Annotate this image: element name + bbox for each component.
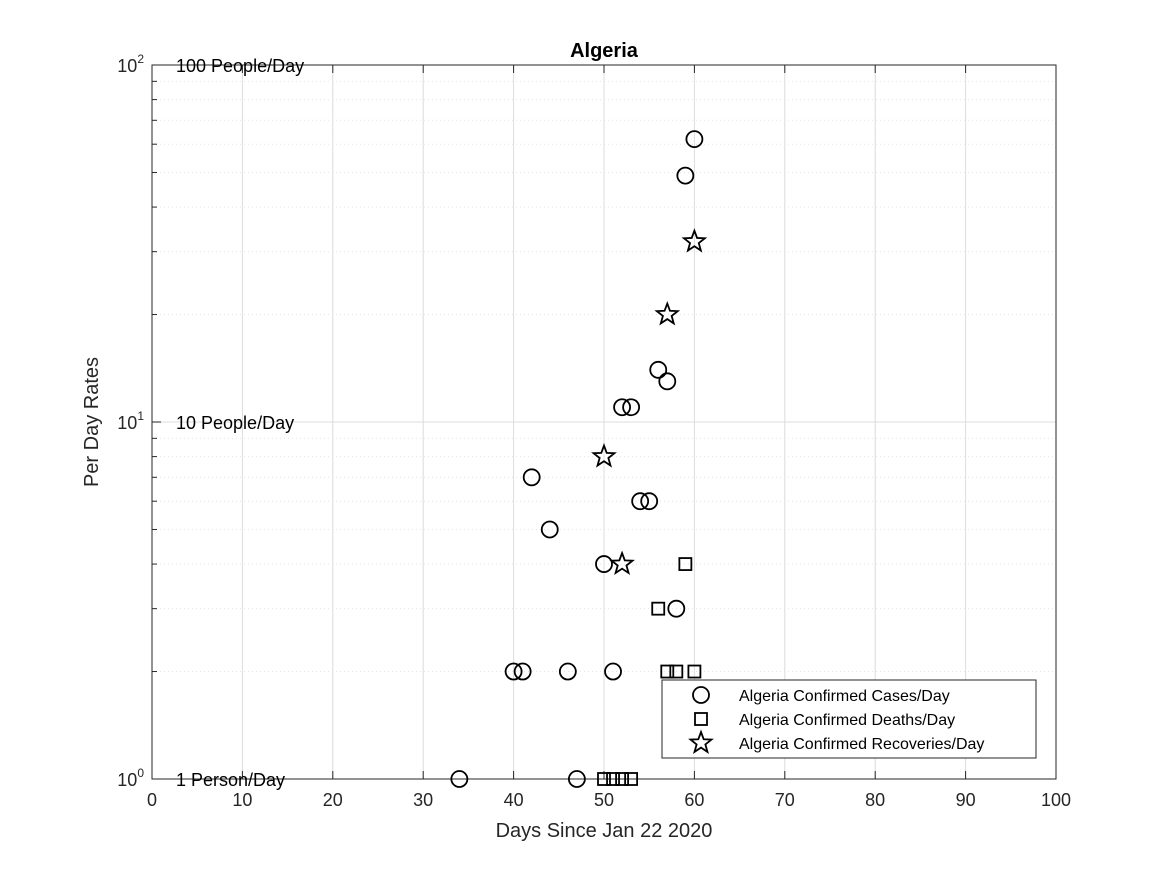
circle-point — [595, 555, 613, 573]
annotation-label: 10 People/Day — [176, 413, 294, 433]
x-axis-label: Days Since Jan 22 2020 — [496, 820, 713, 842]
star-point — [609, 550, 635, 576]
square-point — [615, 772, 629, 786]
x-tick-label: 60 — [684, 790, 704, 810]
x-tick-label: 90 — [956, 790, 976, 810]
circle-point — [640, 492, 659, 511]
x-tick-label: 10 — [232, 790, 252, 810]
x-tick-label: 20 — [323, 790, 343, 810]
circle-point — [604, 662, 622, 681]
x-tick-label: 100 — [1041, 790, 1071, 810]
y-axis-label: Per Day Rates — [81, 357, 103, 487]
x-tick-label: 70 — [775, 790, 795, 810]
ticks: 0 10 20 30 40 50 60 70 80 90 100 100 101 102 — [117, 52, 1071, 810]
x-tick-label: 0 — [147, 790, 157, 810]
square-point — [660, 664, 675, 679]
legend-square-icon — [694, 712, 708, 726]
circle-point — [558, 662, 577, 681]
square-point — [606, 772, 620, 786]
annotation-label: 100 People/Day — [176, 56, 304, 76]
legend-box — [661, 679, 1037, 759]
circle-point — [450, 770, 469, 788]
chart-title: Algeria — [570, 40, 639, 62]
x-tick-label: 40 — [504, 790, 524, 810]
y-tick-label: 101 — [117, 409, 144, 433]
square-point — [687, 664, 702, 679]
annotations: 100 People/Day 10 People/Day 1 Person/Day — [176, 56, 304, 790]
legend-circle-icon — [692, 686, 710, 704]
legend-entry-label: Algeria Confirmed Cases/Day — [739, 688, 950, 705]
circle-point — [685, 130, 704, 149]
x-tick-label: 50 — [594, 790, 614, 810]
markers — [450, 130, 708, 788]
x-tick-label: 80 — [865, 790, 885, 810]
square-point — [669, 664, 684, 679]
circle-point — [667, 599, 686, 618]
circle-point — [649, 360, 668, 379]
circle-point — [613, 398, 631, 417]
circle-point — [631, 492, 650, 511]
circle-point — [522, 468, 541, 487]
y-tick-label: 102 — [117, 52, 144, 76]
square-point — [678, 557, 693, 571]
circle-point — [622, 398, 641, 417]
star-point — [591, 443, 617, 468]
circle-point — [658, 372, 677, 391]
legend-entry-label: Algeria Confirmed Recoveries/Day — [739, 736, 984, 753]
legend-star-icon — [688, 729, 714, 754]
circle-point — [504, 662, 523, 681]
square-point — [651, 601, 666, 616]
y-tick-label: 100 — [117, 766, 144, 790]
annotation-label: 1 Person/Day — [176, 770, 285, 790]
star-point — [654, 300, 681, 326]
circle-point — [540, 520, 559, 539]
x-tick-label: 30 — [413, 790, 433, 810]
legend-entry-label: Algeria Confirmed Deaths/Day — [739, 712, 955, 729]
square-point — [624, 772, 639, 786]
circle-point — [676, 166, 695, 185]
circle-point — [513, 662, 532, 681]
circle-point — [567, 770, 586, 788]
legend: Algeria Confirmed Cases/Day Algeria Confi… — [661, 679, 1037, 759]
square-point — [597, 772, 611, 786]
star-point — [681, 228, 708, 253]
